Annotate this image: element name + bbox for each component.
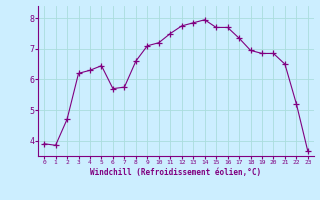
X-axis label: Windchill (Refroidissement éolien,°C): Windchill (Refroidissement éolien,°C) <box>91 168 261 177</box>
